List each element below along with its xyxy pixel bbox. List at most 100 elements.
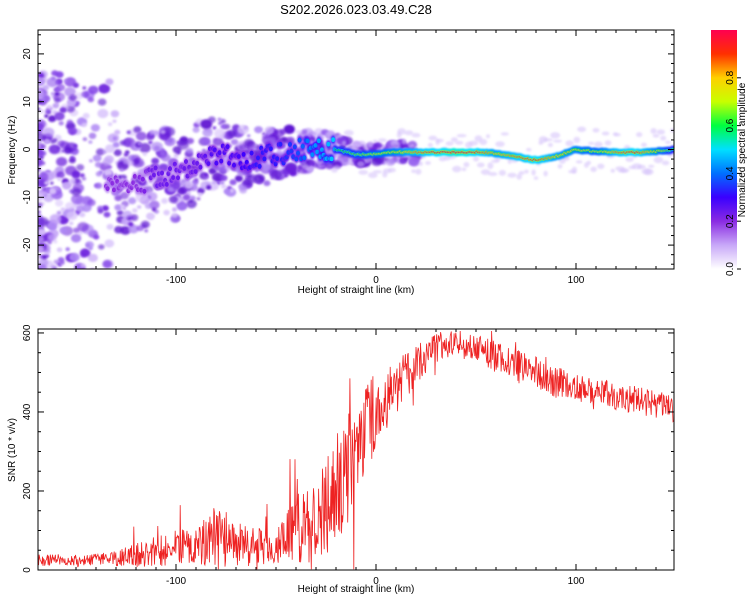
spectrogram-blob [427,142,433,148]
spectrogram-blob [227,129,237,138]
spectrogram-blob [105,144,116,153]
spectrogram-blob [58,298,63,302]
spectrogram-blob [367,141,374,148]
spectrogram-blob [452,165,462,173]
spectrogram-blob [220,167,227,174]
spectrogram-blob [69,94,77,101]
spectrogram-blob [50,264,57,269]
spectrogram-ylabel: Frequency (Hz) [7,116,18,185]
spectrogram-blob [54,97,61,103]
spectrogram-blob [167,138,173,143]
spectrogram-blob [463,162,470,168]
spectrogram-blob [184,181,194,189]
spectrogram-blob [408,156,420,167]
spectrogram-blob [388,167,396,173]
spectrogram-blob [38,210,41,214]
ridge-layer-mid [302,155,307,161]
ridge-layer-mid [214,160,219,166]
spectrogram-blob [71,187,82,197]
spectrogram-blob [58,281,69,290]
spectrogram-blob [102,260,112,268]
ridge-layer-mid [168,166,172,172]
spectrogram-blob [254,168,259,173]
ridge-layer-mid [278,141,283,147]
snr-panel: -100 0 100 0 200 400 600 Height of straight li… [7,324,675,595]
spectrogram-blob [553,139,563,143]
ridge-layer-mid [198,164,203,170]
spectrogram-blob [50,270,55,274]
spectrogram-blob [63,79,68,83]
spectrogram-blob [56,171,65,179]
spectrogram-blob [229,188,234,193]
spectrogram-blob [656,129,666,135]
spectrogram-blob [137,142,142,146]
snr-ticks: -100 0 100 0 200 400 600 [22,324,674,587]
spectrogram-blob [87,96,95,103]
spectrogram-blob [547,142,554,148]
spectrogram-blob [214,128,226,139]
spectrogram-blob [114,226,124,234]
spectrogram-blob [588,141,595,145]
spectrogram-blob [81,176,87,181]
spectrogram-blob [38,217,49,227]
spectrogram-blob [87,199,96,207]
spectrogram-blob [487,162,494,170]
spectrogram-blob [81,91,90,98]
spectrogram-blob [201,137,211,145]
spectrogram-blob [38,274,49,284]
spectrogram-blob [73,82,80,88]
spectrogram-blob [220,119,226,124]
spectrogram-blob [98,83,111,94]
spectrogram-blob [341,140,347,146]
spectrogram-blob [650,128,657,134]
ridge-layer-mid [217,150,222,156]
spectrogram-blob [371,156,383,166]
spectrogram-blob [120,204,125,209]
spectrogram-blob [126,130,131,135]
ridge-layer-mid [142,188,147,194]
spectrogram-blob [343,157,348,161]
spectrogram-blob [212,126,217,130]
spectrogram-blob [57,177,62,182]
ridge-layer-mid [140,176,145,182]
spectrogram-blob [106,223,114,230]
ridge-layer-mid [256,155,260,161]
spectrogram-blob [41,254,48,260]
spectrogram-blob [64,275,68,278]
spectrogram-blob [283,124,295,134]
ridge-layer-mid [132,174,137,179]
spectrogram-blob [204,173,208,177]
spectrogram-blob [372,139,378,143]
spectrogram-blob [283,173,289,178]
spectrogram-blob [64,275,68,278]
ridge-layer-mid [105,186,110,192]
spectrogram-blob [38,172,49,182]
spectrogram-blob [456,134,467,138]
spectrogram-ridge [103,135,674,196]
spectrogram-blob [53,259,59,264]
spectrogram-blob [565,140,574,147]
spectrogram-blob [66,211,78,221]
spectrogram-blob [648,164,655,168]
spectrogram-blob [125,150,130,155]
spectrogram-blob [78,180,83,184]
colorbar-label: Normalized spectral amplitude [737,82,748,217]
spectrogram-blob [575,160,583,164]
colorbar-tick-label: 0.4 [725,166,736,180]
ridge-layer-mid [300,143,305,149]
spectrogram-blob [276,148,282,154]
spectrogram-blob [98,296,107,304]
ridge-layer-mid [292,144,297,150]
spectrogram-blob [110,110,120,118]
spectrogram-blob [461,167,467,172]
spectrogram-blob [564,156,570,161]
spectrogram-blob [144,202,153,209]
ridge-layer-mid [249,150,254,156]
ridge-layer-mid [310,152,315,158]
spectrogram-blob [78,276,83,280]
spectrogram-blob [586,160,592,165]
colorbar-ticks: 0.0 0.2 0.4 0.6 0.8 [725,70,741,276]
ridge-layer-mid [184,159,188,165]
spectrogram-blob [79,248,91,258]
spectrogram-blob [95,148,105,156]
